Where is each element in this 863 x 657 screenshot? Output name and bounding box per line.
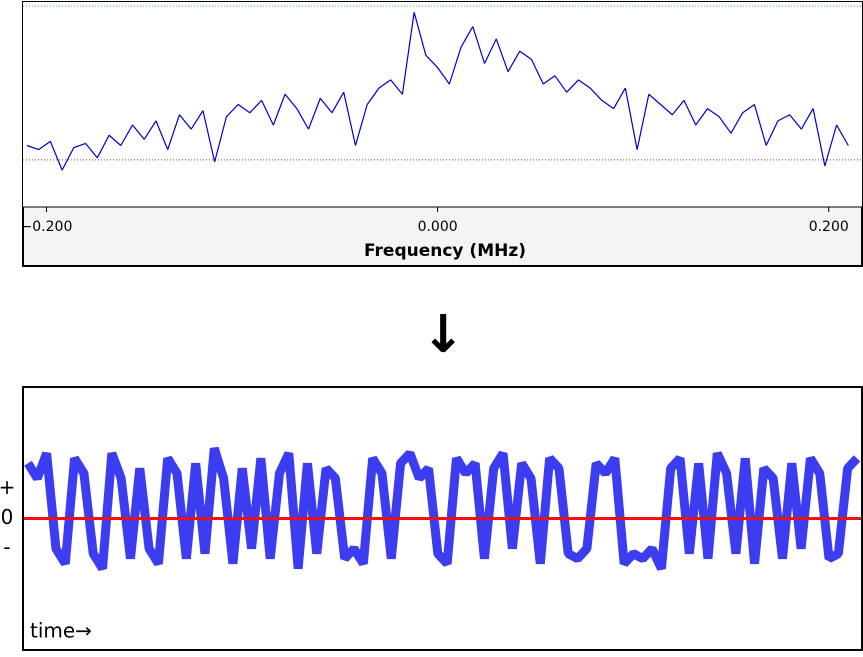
x-tick-label: 0.000 [418, 219, 458, 235]
series-line [26, 12, 849, 171]
x-tick-label: −0.200 [21, 219, 73, 235]
y-tick-label: - [3, 535, 10, 559]
series-line [24, 446, 861, 572]
x-axis-label: Frequency (MHz) [364, 241, 526, 261]
x-tick-label: 0.200 [809, 219, 849, 235]
annotation: time→ [30, 619, 92, 643]
y-tick-label: 0 [1, 505, 14, 529]
y-tick-label: + [0, 475, 15, 499]
spectrum-plot [23, 2, 862, 207]
arrow: ↓ [421, 305, 465, 365]
